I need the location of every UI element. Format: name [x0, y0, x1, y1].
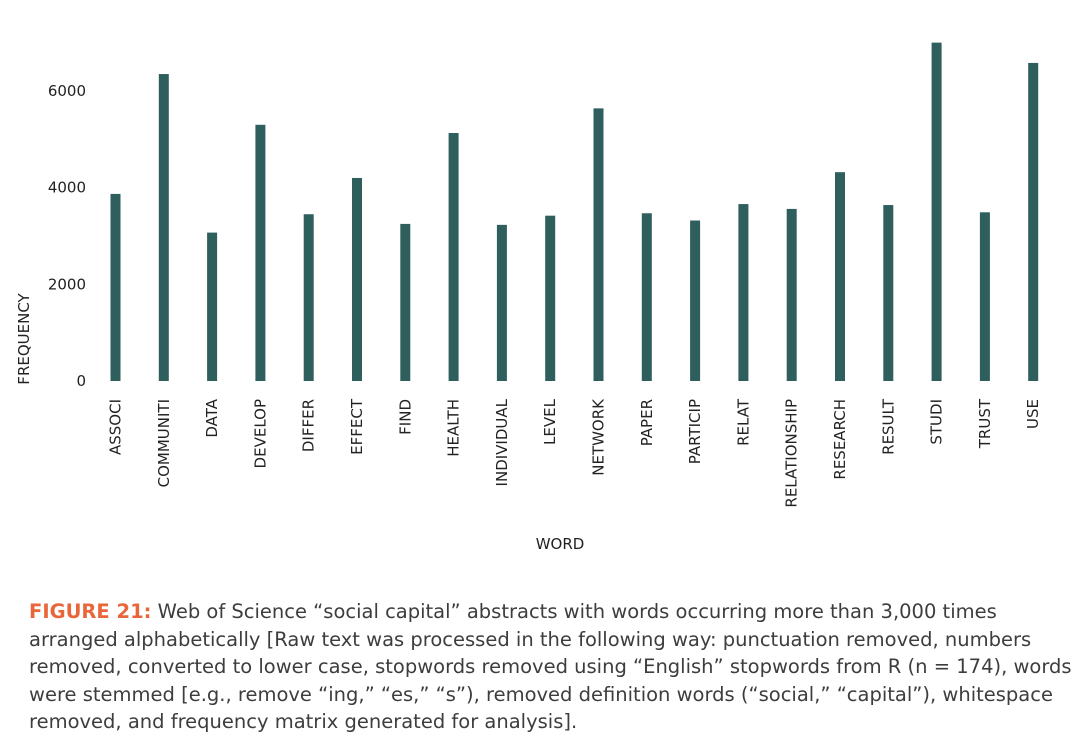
x-tick-label: FIND [396, 399, 414, 435]
x-tick-label: COMMUNITI [155, 399, 173, 487]
bar-research [835, 172, 845, 381]
x-tick-label: NETWORK [590, 398, 608, 476]
bar-network [593, 108, 604, 381]
bar-trust [979, 212, 990, 381]
x-axis-ticks: ASSOCI COMMUNITI DATA DEVELOP DIFFER EFFECT FI… [107, 398, 1043, 508]
x-tick-label: PAPER [638, 399, 656, 446]
bar-health [448, 133, 459, 381]
bar-result [883, 205, 894, 381]
y-axis-ticks: 0 2000 4000 6000 [48, 82, 86, 390]
bar-paper [641, 213, 652, 381]
bar-effect [352, 177, 362, 381]
x-tick-label: RESEARCH [831, 399, 849, 480]
figure-caption: FIGURE 21: Web of Science “social capita… [29, 598, 1079, 736]
x-tick-label: INDIVIDUAL [493, 398, 511, 486]
bar-studi [931, 42, 942, 382]
bar-level [545, 215, 556, 381]
y-tick-label: 2000 [48, 275, 86, 293]
bar-chart: 0 2000 4000 6000 ASSOCI COMMUNITI DATA DEVELOP… [15, 42, 1043, 553]
x-tick-label: DIFFER [300, 399, 318, 452]
y-axis-label: FREQUENCY [15, 292, 33, 384]
bars-group [110, 42, 1039, 382]
x-tick-label: RELATIONSHIP [783, 399, 801, 508]
bar-find [400, 223, 411, 381]
bar-individual [496, 224, 507, 381]
x-axis-label: WORD [536, 535, 585, 553]
x-tick-label: DATA [203, 398, 221, 437]
y-tick-label: 4000 [48, 179, 86, 197]
x-tick-label: LEVEL [541, 398, 559, 445]
bar-relat [738, 204, 749, 381]
figure-label: FIGURE 21: [29, 600, 152, 623]
bar-associ [110, 193, 121, 381]
y-tick-label: 0 [76, 372, 86, 390]
bar-develop [255, 124, 266, 381]
bar-relationship [786, 208, 797, 381]
y-tick-label: 6000 [48, 82, 86, 100]
x-tick-label: USE [1024, 399, 1042, 429]
bar-communiti [158, 74, 169, 381]
bar-data [207, 232, 218, 381]
x-tick-label: PARTICIP [686, 399, 704, 464]
x-tick-label: EFFECT [348, 398, 366, 455]
x-tick-label: ASSOCI [107, 399, 125, 455]
bar-particip [690, 220, 701, 381]
x-tick-label: RELAT [734, 398, 752, 446]
x-tick-label: TRUST [976, 398, 994, 449]
bar-differ [303, 214, 314, 381]
x-tick-label: HEALTH [445, 399, 463, 457]
x-tick-label: DEVELOP [251, 399, 269, 468]
x-tick-label: STUDI [928, 399, 946, 445]
figure-caption-text: Web of Science “social capital” abstract… [29, 600, 1072, 733]
bar-use [1028, 62, 1039, 382]
x-tick-label: RESULT [879, 398, 897, 455]
